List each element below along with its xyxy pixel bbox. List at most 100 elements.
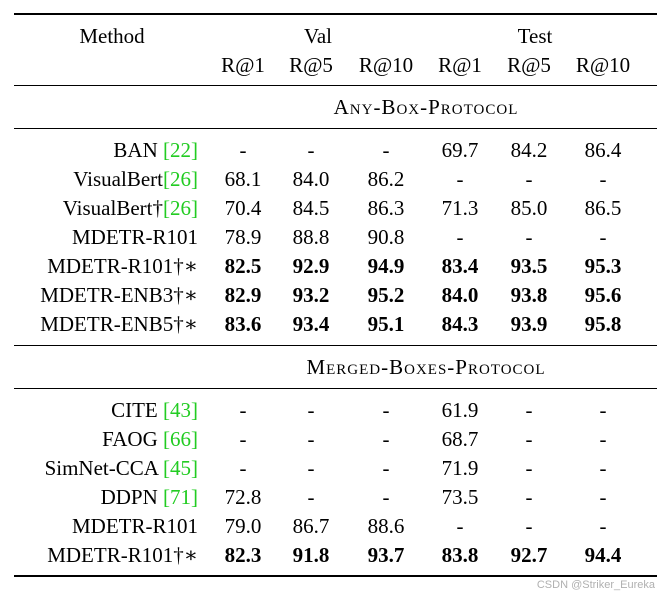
table-cell: 84.0 — [441, 283, 479, 307]
method-label: MDETR-R101 — [72, 514, 198, 538]
table-cell: - — [307, 456, 315, 480]
table-cell: 93.9 — [510, 312, 548, 336]
table-cell: - — [307, 398, 315, 422]
table-cell: - — [599, 514, 607, 538]
table-cell: - — [599, 485, 607, 509]
table-cell: 86.2 — [367, 167, 405, 191]
metric-header: R@1 — [221, 53, 265, 77]
table-cell: 83.4 — [441, 254, 479, 278]
section-divider — [14, 345, 657, 346]
table-cell: - — [307, 485, 315, 509]
table-cell: 95.2 — [367, 283, 405, 307]
table-cell: 73.5 — [441, 485, 479, 509]
metric-header: R@5 — [289, 53, 333, 77]
table-cell: 88.6 — [367, 514, 405, 538]
table-cell: 90.8 — [367, 225, 405, 249]
table-cell: 82.3 — [224, 543, 262, 567]
citation-link[interactable]: [26] — [163, 196, 198, 220]
citation-link[interactable]: [22] — [163, 138, 198, 162]
table-cell: - — [382, 138, 390, 162]
method-label: VisualBert† — [62, 196, 163, 220]
table-cell: 93.4 — [292, 312, 330, 336]
table-cell: 83.6 — [224, 312, 262, 336]
table-cell: 69.7 — [441, 138, 479, 162]
method-name: BAN [22] — [113, 138, 198, 162]
citation-link[interactable]: [26] — [163, 167, 198, 191]
table-cell: - — [382, 398, 390, 422]
method-label: MDETR-ENB3†∗ — [40, 283, 198, 307]
table-cell: 82.5 — [224, 254, 262, 278]
method-name: MDETR-R101†∗ — [47, 543, 198, 567]
table-cell: 93.7 — [367, 543, 405, 567]
citation-link[interactable]: [43] — [163, 398, 198, 422]
table-cell: 94.9 — [367, 254, 405, 278]
table-cell: 79.0 — [224, 514, 262, 538]
metric-header: R@5 — [507, 53, 551, 77]
metric-header: R@10 — [358, 53, 414, 77]
bottom-rule — [14, 575, 657, 577]
section-title: Merged-Boxes-Protocol — [306, 355, 546, 379]
table-cell: - — [382, 485, 390, 509]
table-cell: 95.6 — [584, 283, 622, 307]
table-cell: 92.9 — [292, 254, 330, 278]
method-label: VisualBert — [73, 167, 163, 191]
table-cell: - — [456, 167, 464, 191]
table-cell: 95.3 — [584, 254, 622, 278]
table-cell: - — [307, 427, 315, 451]
header-rule — [14, 85, 657, 86]
method-name: MDETR-R101 — [72, 225, 198, 249]
test-header: Test — [517, 24, 553, 48]
table-cell: - — [525, 167, 533, 191]
table-cell: 88.8 — [292, 225, 330, 249]
citation-link[interactable]: [45] — [163, 456, 198, 480]
citation-link[interactable]: [66] — [163, 427, 198, 451]
method-name: CITE [43] — [111, 398, 198, 422]
table-cell: 93.2 — [292, 283, 330, 307]
table-cell: 95.1 — [367, 312, 405, 336]
table-cell: 84.2 — [510, 138, 548, 162]
watermark: CSDN @Striker_Eureka — [536, 579, 655, 591]
table-cell: - — [239, 398, 247, 422]
table-cell: 72.8 — [224, 485, 262, 509]
table-cell: 92.7 — [510, 543, 548, 567]
table-cell: - — [599, 225, 607, 249]
table-cell: 83.8 — [441, 543, 479, 567]
table-cell: 95.8 — [584, 312, 622, 336]
citation-link[interactable]: [71] — [163, 485, 198, 509]
metric-header: R@10 — [575, 53, 631, 77]
method-name: FAOG [66] — [102, 427, 198, 451]
table-cell: - — [525, 427, 533, 451]
section-rule — [14, 128, 657, 129]
section-title: Any-Box-Protocol — [333, 95, 519, 119]
table-cell: - — [525, 514, 533, 538]
table-cell: - — [307, 138, 315, 162]
table-cell: - — [525, 485, 533, 509]
table-cell: 93.8 — [510, 283, 548, 307]
table-cell: 61.9 — [441, 398, 479, 422]
table-cell: 86.3 — [367, 196, 405, 220]
method-label: FAOG — [102, 427, 163, 451]
table-cell: - — [382, 427, 390, 451]
method-name: MDETR-ENB3†∗ — [40, 283, 198, 307]
table-cell: - — [239, 138, 247, 162]
table-cell: - — [456, 225, 464, 249]
top-rule — [14, 13, 657, 15]
method-label: MDETR-R101 — [72, 225, 198, 249]
table-cell: 86.4 — [584, 138, 622, 162]
table-cell: 86.5 — [584, 196, 622, 220]
method-label: CITE — [111, 398, 163, 422]
table-cell: - — [456, 514, 464, 538]
table-cell: 84.0 — [292, 167, 330, 191]
table-cell: 68.1 — [224, 167, 262, 191]
metric-header: R@1 — [438, 53, 482, 77]
table-cell: 94.4 — [584, 543, 622, 567]
table-cell: - — [599, 398, 607, 422]
table-cell: 68.7 — [441, 427, 479, 451]
method-name: SimNet-CCA [45] — [45, 456, 198, 480]
method-name: MDETR-ENB5†∗ — [40, 312, 198, 336]
table-cell: 78.9 — [224, 225, 262, 249]
table-cell: - — [599, 167, 607, 191]
table-cell: 71.3 — [441, 196, 479, 220]
method-label: MDETR-ENB5†∗ — [40, 312, 198, 336]
table-cell: 85.0 — [510, 196, 548, 220]
